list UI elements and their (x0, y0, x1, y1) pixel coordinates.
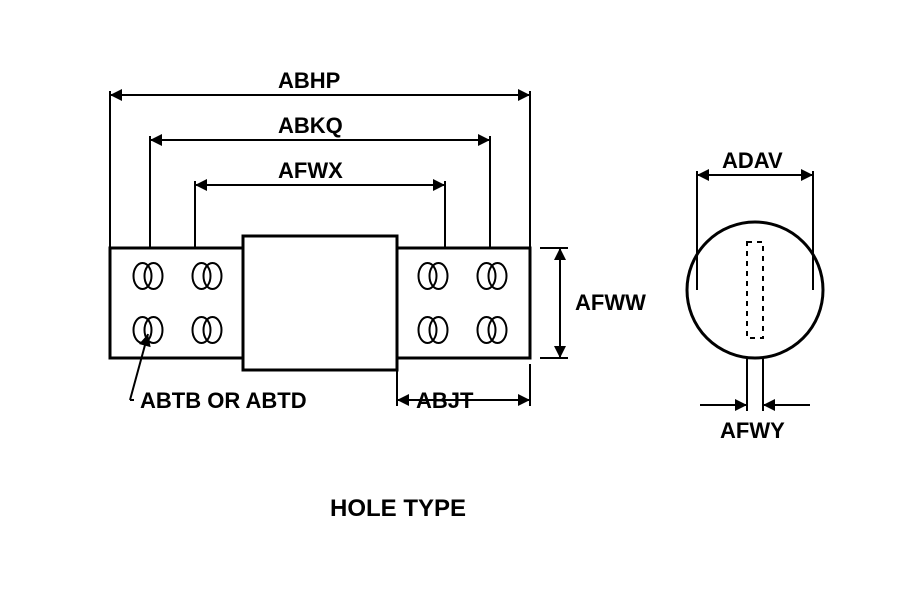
dim-abhp: ABHP (278, 68, 340, 94)
dim-afwy: AFWY (720, 418, 785, 444)
dim-adav: ADAV (722, 148, 783, 174)
dim-abjt: ABJT (416, 388, 473, 414)
dim-afww: AFWW (575, 290, 646, 316)
dim-abkq: ABKQ (278, 113, 343, 139)
diagram-title: HOLE TYPE (330, 495, 466, 523)
diagram-canvas: ABHP ABKQ AFWX AFWW ABJT ABTB OR ABTD ADAV AFWY… (0, 0, 900, 600)
dim-afwx: AFWX (278, 158, 343, 184)
dim-abtb: ABTB OR ABTD (140, 388, 307, 414)
